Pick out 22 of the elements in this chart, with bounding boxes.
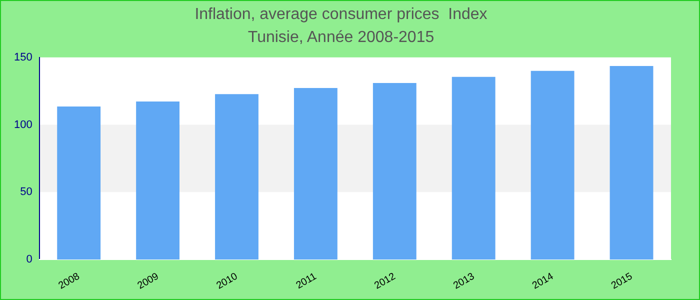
x-tick-label: 2011 — [294, 270, 319, 292]
bar — [215, 94, 258, 260]
x-tick-label: 2014 — [530, 270, 556, 292]
bar — [294, 88, 338, 260]
bar — [530, 70, 574, 260]
bar — [136, 101, 180, 260]
x-tick-label: 2013 — [452, 270, 477, 292]
chart-subtitle: Tunisie, Année 2008-2015 — [248, 29, 434, 46]
y-tick-label: 50 — [20, 186, 32, 198]
y-tick-label: 0 — [26, 254, 32, 266]
y-tick-label: 150 — [14, 51, 32, 64]
x-tick-label: 2009 — [136, 270, 162, 292]
bar — [610, 66, 654, 260]
bar — [372, 83, 416, 260]
chart-title: Inflation, average consumer prices Index — [194, 6, 488, 24]
y-tick-label: 100 — [14, 118, 32, 131]
x-tick-label: 2008 — [56, 270, 82, 292]
bar — [57, 106, 101, 260]
x-tick-label: 2010 — [214, 270, 240, 292]
x-tick-label: 2015 — [610, 270, 635, 292]
bar — [452, 76, 496, 260]
x-tick-label: 2012 — [372, 270, 398, 292]
